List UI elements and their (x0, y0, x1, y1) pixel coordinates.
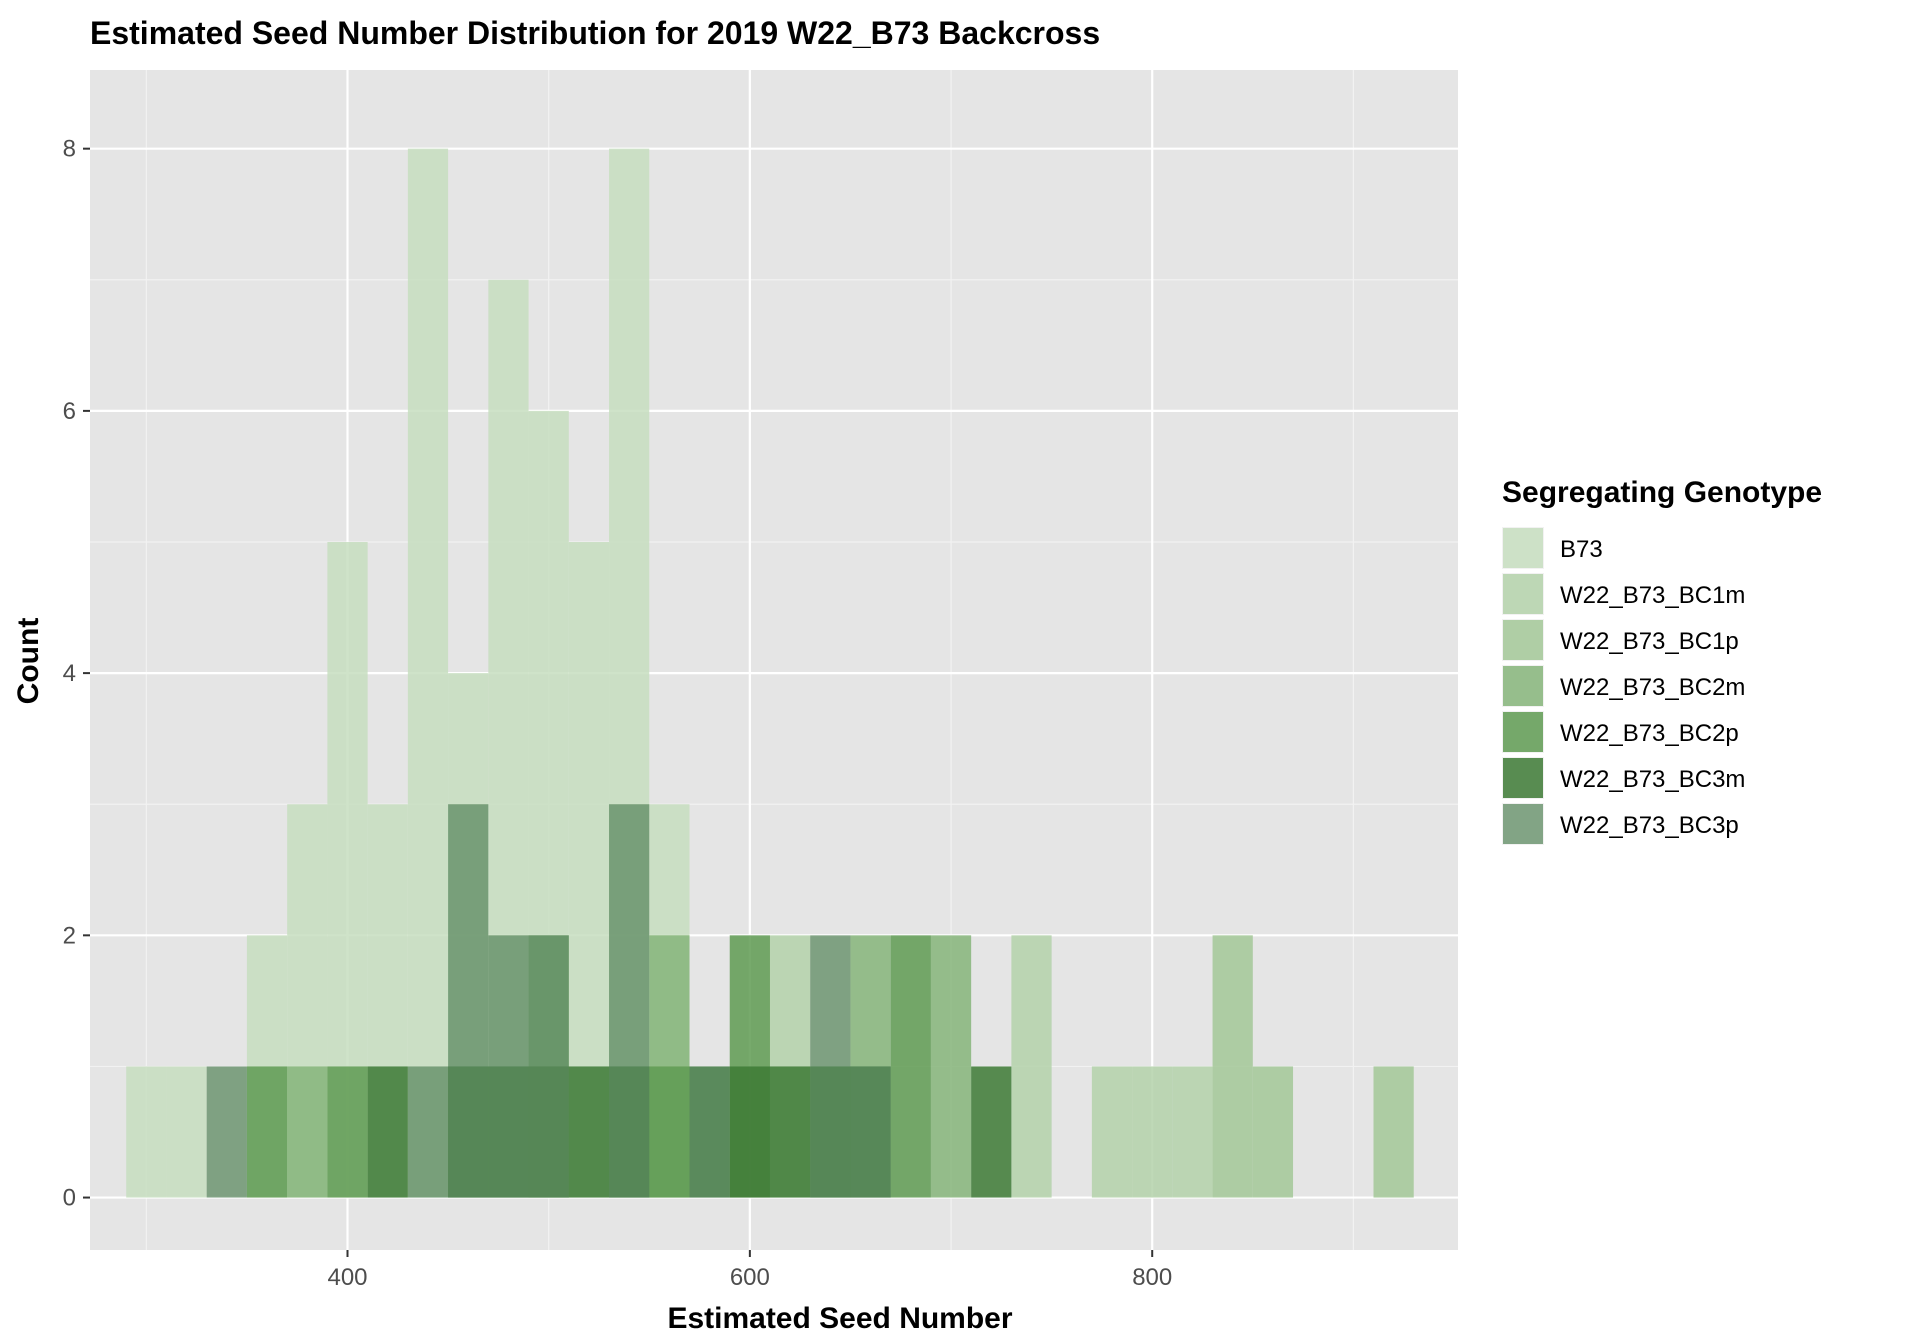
legend-item: W22_B73_BC2m (1502, 665, 1745, 707)
bars-layer (126, 148, 1414, 1198)
legend-item: W22_B73_BC1p (1502, 619, 1739, 661)
bar (246, 1066, 288, 1198)
bar (407, 1066, 449, 1198)
chart-title: Estimated Seed Number Distribution for 2… (90, 15, 1100, 51)
y-tick-label: 4 (63, 660, 76, 687)
legend-swatch (1503, 758, 1543, 798)
legend-label: W22_B73_BC2p (1560, 720, 1739, 747)
legend-item: W22_B73_BC3p (1502, 803, 1739, 845)
x-tick-labels: 400 600 800 (327, 1264, 1172, 1291)
bar (850, 1066, 891, 1198)
legend-label: W22_B73_BC3m (1560, 766, 1745, 793)
bar (367, 1066, 408, 1198)
bar (1011, 935, 1052, 1198)
bar (488, 935, 529, 1198)
y-tick-label: 6 (63, 398, 76, 425)
y-tick-labels: 0 2 4 6 8 (63, 136, 76, 1212)
legend-label: W22_B73_BC1p (1560, 628, 1739, 655)
legend-label: W22_B73_BC2m (1560, 674, 1745, 701)
bar (448, 804, 489, 1198)
bar (890, 935, 931, 1198)
legend: B73 W22_B73_BC1m W22_B73_BC1p W22_B73_BC2m W… (1502, 527, 1745, 845)
y-axis-title: Count (12, 618, 45, 705)
bar (568, 1066, 610, 1198)
legend-label: W22_B73_BC3p (1560, 812, 1739, 839)
legend-swatch (1503, 804, 1543, 844)
bar (166, 1066, 207, 1198)
bar (609, 804, 650, 1198)
axis-ticks (83, 147, 1154, 1257)
bar (528, 935, 569, 1198)
legend-item: W22_B73_BC1m (1502, 573, 1745, 615)
legend-swatch (1503, 620, 1543, 660)
bar (206, 1066, 247, 1198)
bar (649, 1066, 690, 1198)
bar (287, 1066, 328, 1198)
legend-item: W22_B73_BC3m (1502, 757, 1745, 799)
bar (1252, 1066, 1294, 1198)
bar (1132, 1066, 1173, 1198)
bar (769, 1066, 811, 1198)
bar (1212, 935, 1253, 1198)
bar (689, 1066, 730, 1198)
y-tick-label: 0 (63, 1185, 76, 1212)
x-tick-label: 400 (327, 1264, 367, 1291)
bar (971, 1066, 1012, 1198)
y-tick-label: 2 (63, 922, 76, 949)
bar (126, 1066, 167, 1198)
legend-swatch (1503, 666, 1543, 706)
x-tick-label: 600 (730, 1264, 770, 1291)
bar (1373, 1066, 1414, 1198)
x-axis-title: Estimated Seed Number (667, 1302, 1012, 1335)
bar (729, 1066, 770, 1198)
bar (810, 935, 851, 1198)
y-tick-label: 8 (63, 136, 76, 163)
legend-swatch (1503, 712, 1543, 752)
bar (1091, 1066, 1133, 1198)
legend-label: W22_B73_BC1m (1560, 582, 1745, 609)
legend-item: W22_B73_BC2p (1502, 711, 1739, 753)
series-W22_B73_BC3p (206, 804, 891, 1198)
series-W22_B73_BC1p (1212, 935, 1414, 1198)
legend-swatch (1503, 528, 1543, 568)
x-tick-label: 800 (1132, 1264, 1172, 1291)
legend-swatch (1503, 574, 1543, 614)
legend-label: B73 (1560, 536, 1603, 563)
bar (327, 1066, 368, 1198)
legend-title: Segregating Genotype (1502, 476, 1822, 509)
bar (407, 148, 449, 1198)
bar (1172, 1066, 1213, 1198)
bar (930, 935, 972, 1198)
legend-item: B73 (1502, 527, 1603, 569)
